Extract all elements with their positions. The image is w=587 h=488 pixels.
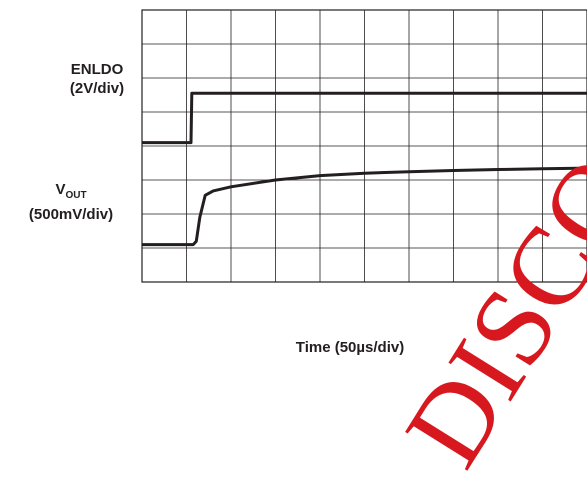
enldo-trace — [142, 91, 587, 145]
enldo-scale: (2V/div) — [69, 80, 125, 97]
grid — [142, 10, 587, 282]
traces — [142, 91, 587, 247]
vout-scale: (500mV/div) — [28, 206, 114, 223]
vout-label: VOUT (500mV/div) — [0, 180, 142, 224]
x-axis-label: Time (50µs/div) — [295, 339, 405, 356]
vout-name-sub: OUT — [65, 190, 87, 201]
vout-name-main: V — [55, 181, 66, 198]
oscilloscope-chart — [141, 9, 587, 283]
enldo-name: ENLDO — [70, 61, 124, 78]
vout-trace — [142, 166, 587, 247]
enldo-label: ENLDO (2V/div) — [52, 60, 142, 98]
vout-name: VOUT — [0, 180, 142, 205]
